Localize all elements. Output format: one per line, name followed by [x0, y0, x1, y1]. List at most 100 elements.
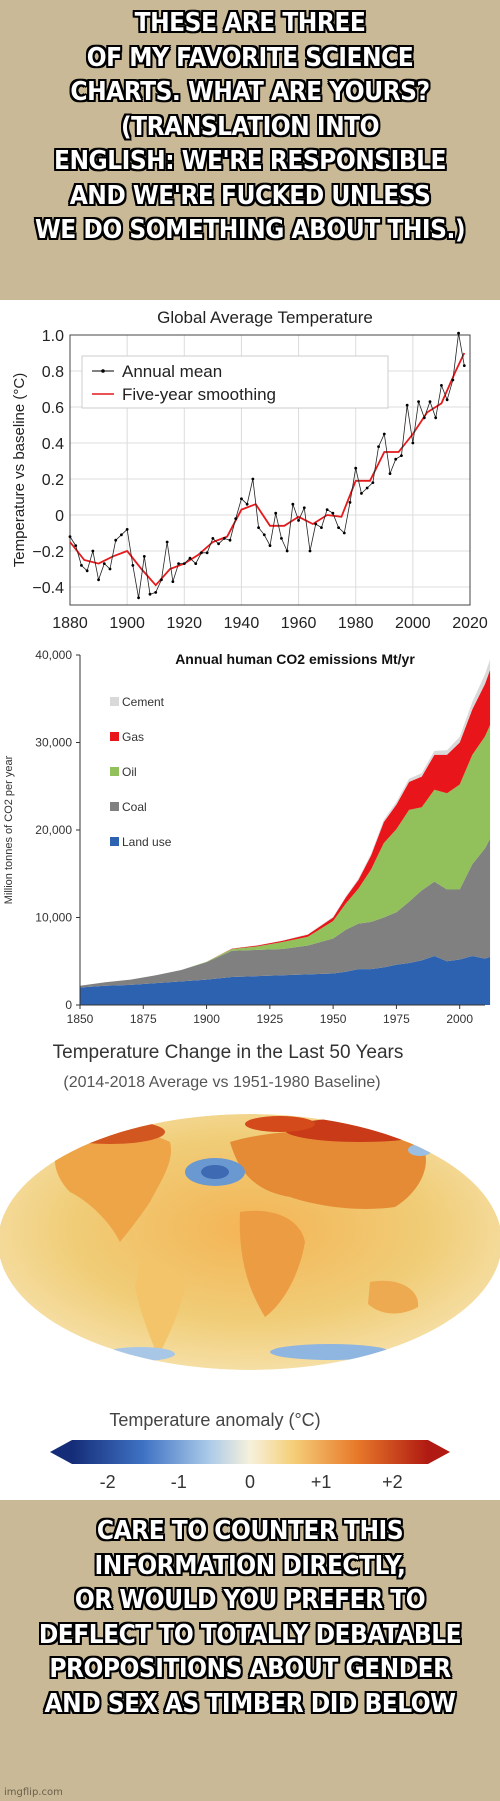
- annual-mean-point: [348, 501, 352, 504]
- colorbar-right-arrow: [428, 1440, 450, 1464]
- colorbar-tick-label: -1: [171, 1472, 187, 1492]
- caption-line: and we're fucked unless: [69, 180, 431, 211]
- annual-mean-point: [428, 400, 432, 403]
- x-tick-label: 1975: [383, 1012, 410, 1026]
- annual-mean-point: [240, 497, 243, 501]
- annual-mean-point: [120, 533, 123, 537]
- annual-mean-point: [297, 519, 300, 522]
- annual-mean-point: [388, 472, 392, 475]
- x-tick-label: 1980: [338, 615, 374, 632]
- x-tick-label: 2000: [446, 1012, 473, 1026]
- annual-mean-point: [131, 564, 135, 567]
- annual-mean-point: [74, 544, 78, 547]
- map-subtitle: (2014-2018 Average vs 1951-1980 Baseline…: [63, 1074, 380, 1091]
- smoothing-line: [69, 352, 466, 587]
- caption-line: of my favorite science: [86, 42, 414, 73]
- legend-swatch: [110, 697, 119, 706]
- south-america-shape: [135, 1260, 185, 1357]
- arctic-hotspot-north: [245, 1116, 315, 1132]
- legend-box: [81, 355, 389, 409]
- area-land-use: [80, 956, 491, 1005]
- chart-title: Annual human CO2 emissions Mt/yr: [175, 651, 415, 667]
- legend-label: Cement: [122, 695, 165, 709]
- colorbar-tick-label: -2: [100, 1472, 116, 1492]
- x-tick-label: 1880: [52, 615, 88, 632]
- caption-line: propositions about gender: [49, 1654, 451, 1684]
- annual-mean-point: [337, 526, 340, 529]
- annual-mean-point: [382, 432, 386, 436]
- annual-mean-point: [331, 511, 335, 515]
- legend-swatch: [110, 837, 119, 846]
- annual-mean-point: [422, 416, 426, 420]
- temperature-chart-panel: Global Average Temperature −0.4 −0.2 0 0.2 0…: [0, 300, 500, 640]
- annual-mean-point: [160, 578, 163, 582]
- map-title: Temperature Change in the Last 50 Years: [53, 1042, 404, 1063]
- annual-mean-point: [400, 454, 403, 457]
- caption-line: (Translation into: [120, 111, 380, 142]
- annual-mean-point: [114, 538, 118, 542]
- annual-mean-point: [142, 555, 146, 558]
- caption-line: These are three: [134, 8, 366, 38]
- y-tick-label: 0.8: [42, 364, 64, 381]
- plot-frame: [69, 334, 471, 606]
- annual-mean-point: [262, 533, 266, 537]
- annual-mean-point: [354, 466, 358, 470]
- southern-ocean-cool-patch: [270, 1344, 390, 1360]
- annual-mean-point: [251, 477, 255, 481]
- y-tick-label: 0.2: [42, 472, 64, 489]
- colorbar-label: Temperature anomaly (°C): [109, 1410, 320, 1430]
- annual-mean-point: [125, 528, 129, 531]
- colorbar-gradient: [72, 1440, 428, 1464]
- annual-mean-point: [222, 537, 226, 540]
- annual-mean-point: [342, 531, 346, 535]
- annual-mean-point: [137, 596, 140, 600]
- legend: Annual mean Five-year smoothing: [81, 355, 389, 409]
- annual-mean-point: [165, 540, 169, 544]
- y-tick-label: 30,000: [35, 736, 72, 750]
- annual-mean-point: [280, 537, 283, 540]
- africa-shape: [239, 1210, 305, 1317]
- y-axis-label: Temperature vs baseline (°C): [11, 373, 28, 567]
- annual-mean-point: [325, 508, 329, 511]
- annual-mean-point: [182, 562, 186, 565]
- legend-label: Land use: [122, 835, 172, 849]
- caption-line: information directly,: [94, 1550, 406, 1581]
- legend-annual-marker: [101, 369, 105, 373]
- legend-annual-label: Annual mean: [122, 362, 222, 381]
- siberia-cool-patch: [408, 1144, 432, 1156]
- annual-mean-point: [360, 492, 363, 495]
- caption-line: deflect to totally debatable: [38, 1619, 462, 1650]
- legend-label: Oil: [122, 765, 137, 779]
- anomaly-map: Temperature Change in the Last 50 Years …: [0, 1042, 500, 1492]
- annual-mean-point: [411, 441, 415, 445]
- y-axis-label: Million tonnes of CO2 per year: [3, 755, 15, 904]
- caption-line: or would you prefer to: [74, 1585, 426, 1615]
- annual-mean-point: [285, 549, 289, 553]
- y-tick-label: −0.4: [32, 580, 64, 597]
- annual-mean-point: [394, 457, 398, 461]
- annual-mean-point: [451, 378, 455, 382]
- y-tick-label: 0.4: [42, 436, 64, 453]
- annual-mean-point: [91, 549, 95, 553]
- x-tick-label: 1925: [256, 1012, 283, 1026]
- annual-mean-point: [308, 549, 312, 553]
- annual-mean-point: [228, 538, 232, 542]
- y-tick-label: 1.0: [42, 328, 64, 345]
- x-tick-label: 2000: [395, 615, 431, 632]
- annual-mean-point: [314, 522, 318, 526]
- area-oil: [80, 725, 491, 986]
- annual-mean-point: [268, 544, 272, 547]
- x-tick-label: 1850: [67, 1012, 94, 1026]
- colorbar-left-arrow: [50, 1440, 72, 1464]
- caption-line: charts. What are yours?: [70, 77, 430, 107]
- x-tick-label: 1900: [109, 615, 145, 632]
- southern-ocean-cool-patch-west: [105, 1347, 175, 1361]
- chart-title: Global Average Temperature: [157, 308, 373, 327]
- bottom-caption: Care to counter this information directl…: [0, 1514, 500, 1721]
- annual-mean-point: [194, 562, 198, 565]
- y-tick-label: 0.6: [42, 400, 64, 417]
- annual-mean-point: [377, 445, 380, 448]
- annual-mean-point: [245, 502, 249, 506]
- legend: Cement Gas Oil Coal Land use: [110, 695, 172, 849]
- annual-mean-point: [177, 562, 180, 565]
